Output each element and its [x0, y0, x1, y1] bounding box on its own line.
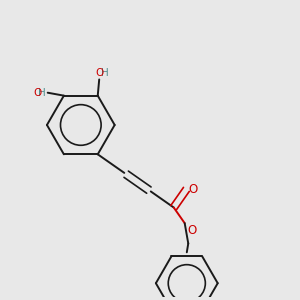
Text: H: H	[38, 88, 46, 98]
Text: O: O	[96, 68, 104, 78]
Text: O: O	[34, 88, 42, 98]
Text: O: O	[189, 183, 198, 196]
Text: O: O	[187, 224, 196, 237]
Text: H: H	[101, 68, 108, 78]
